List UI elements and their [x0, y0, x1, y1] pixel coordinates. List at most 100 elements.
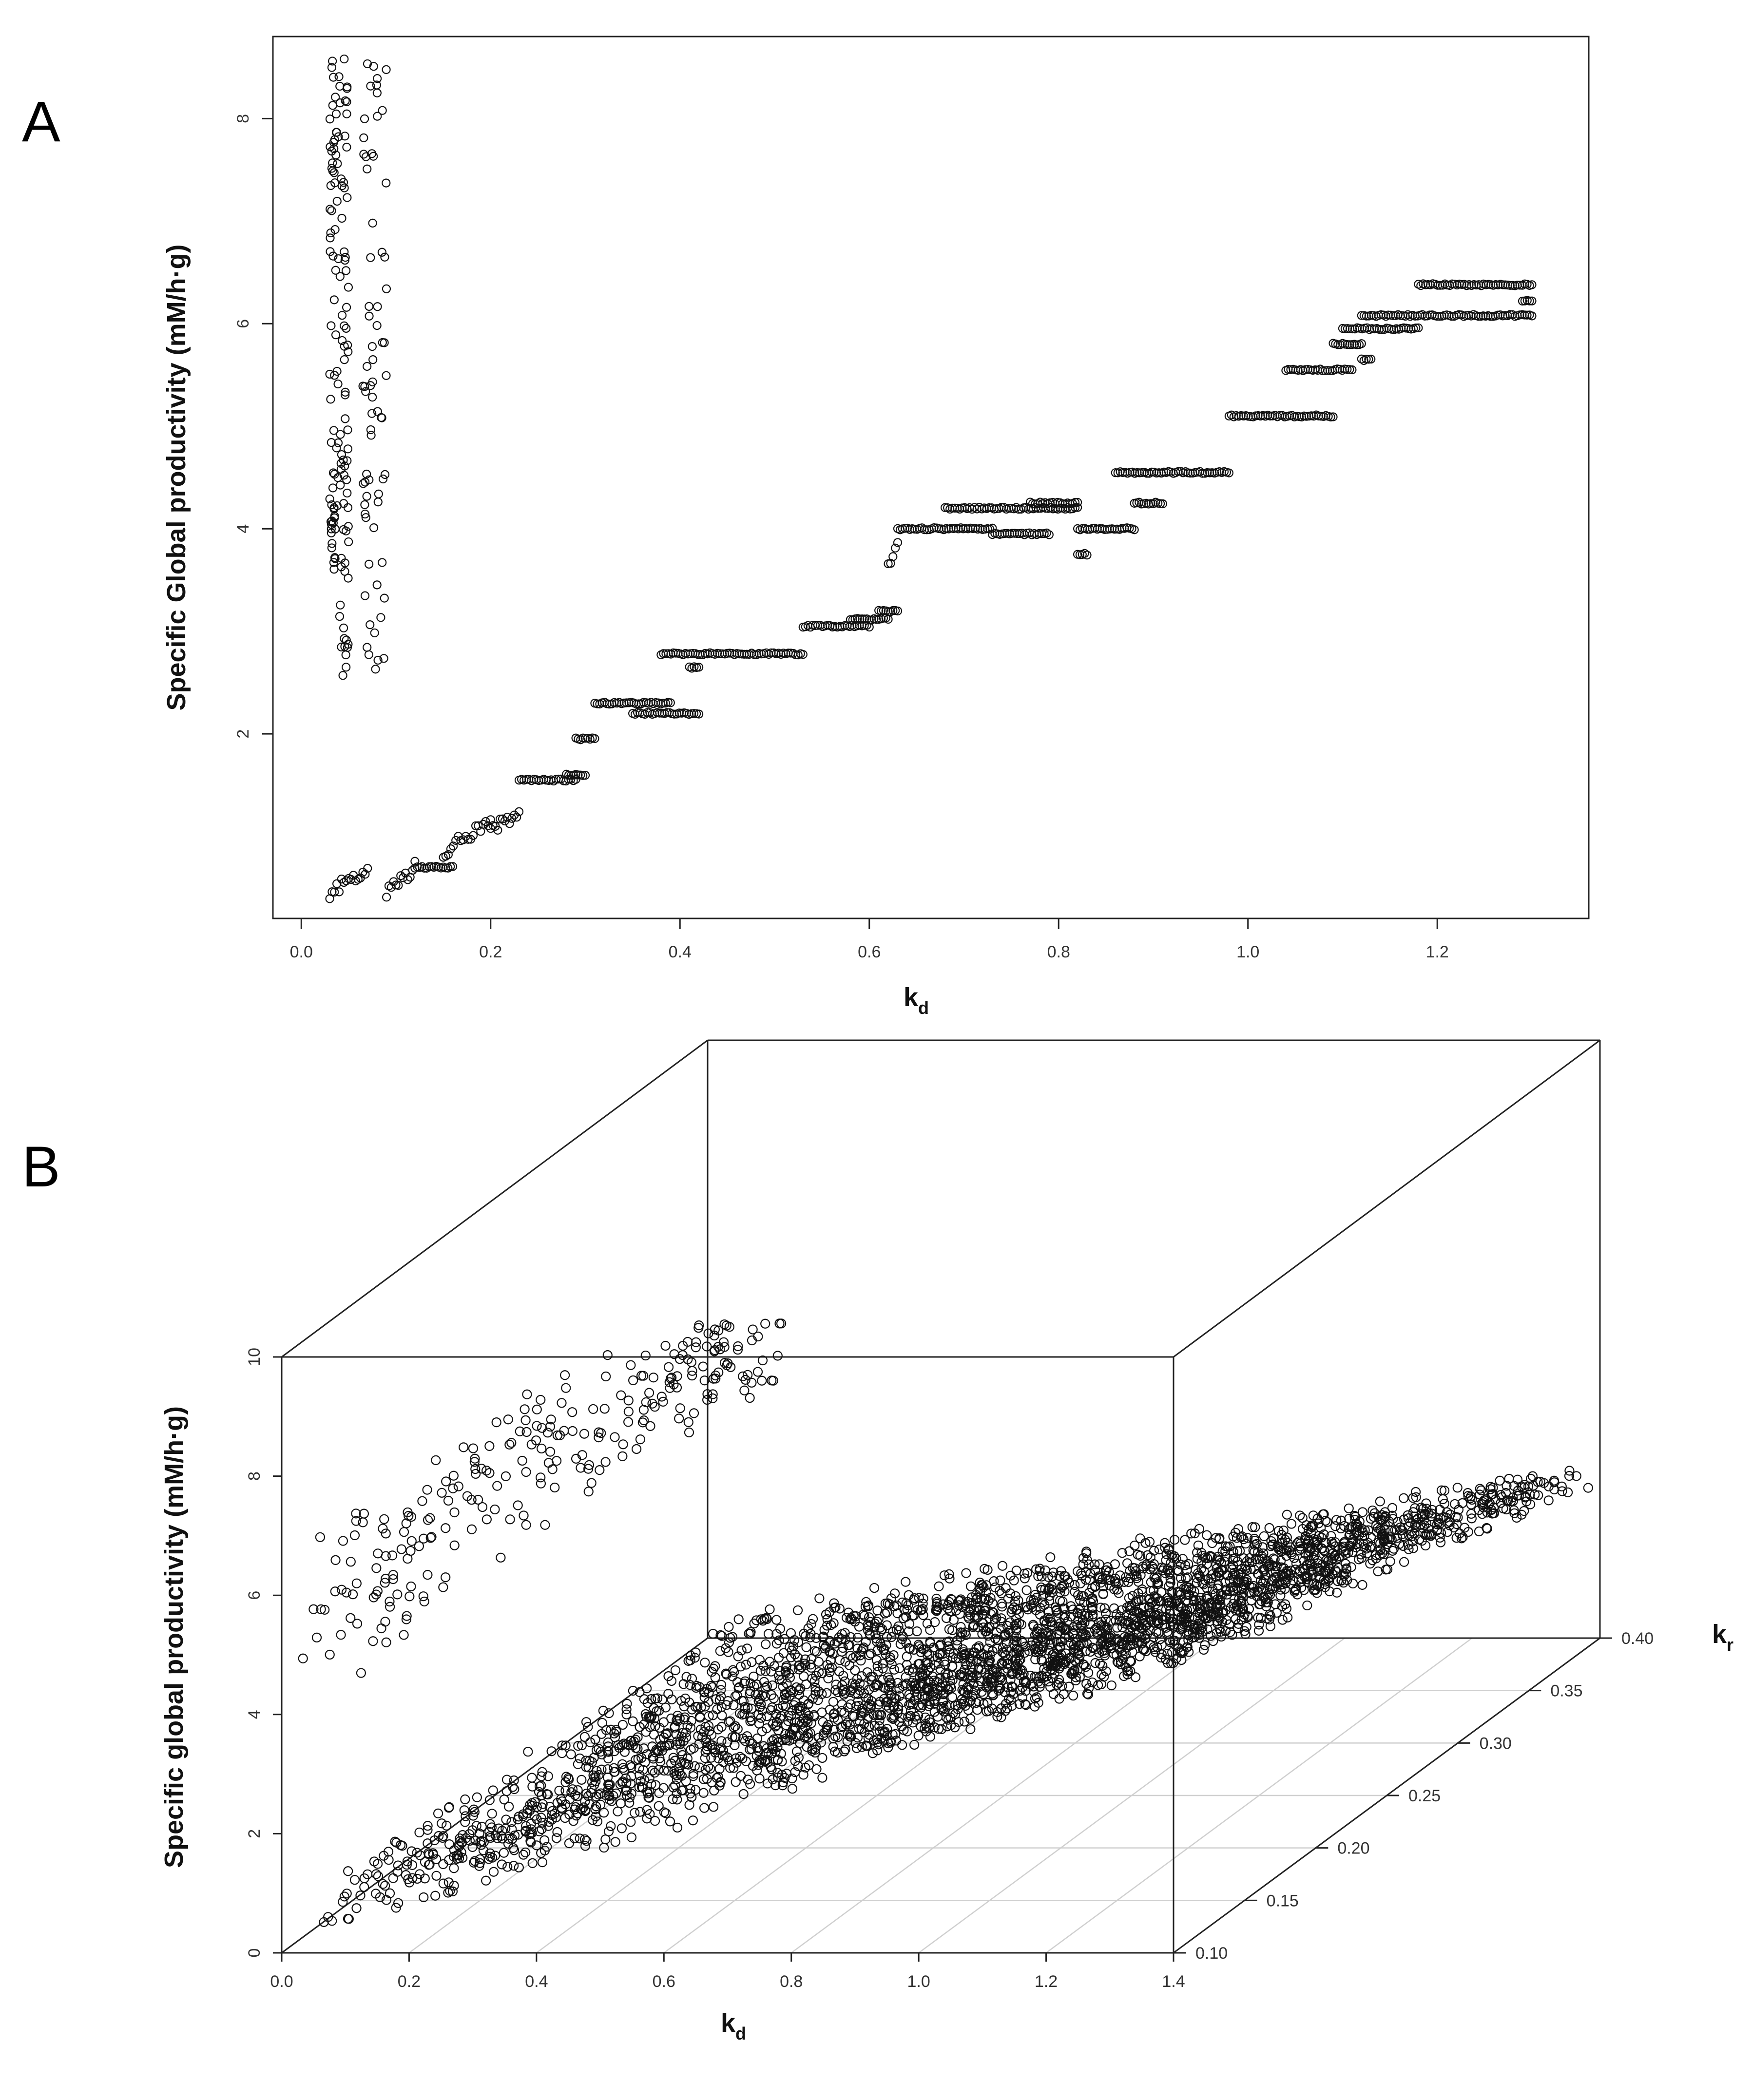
data-point — [777, 1735, 788, 1746]
z-tick-label: 0 — [245, 1948, 264, 1958]
data-point — [1030, 1701, 1040, 1712]
data-point — [1006, 1687, 1016, 1697]
data-point — [1073, 1590, 1083, 1601]
data-point — [406, 1581, 416, 1592]
kr-tick-label: 0.20 — [1337, 1839, 1369, 1858]
data-point — [1330, 1521, 1341, 1531]
data-point — [911, 1683, 921, 1694]
data-point — [967, 1592, 977, 1603]
data-point — [443, 863, 453, 873]
data-point — [864, 1699, 875, 1709]
data-point — [1256, 1596, 1267, 1606]
data-point — [656, 1392, 667, 1402]
data-point — [746, 1703, 757, 1714]
data-point — [373, 1871, 384, 1881]
data-point — [700, 1701, 710, 1712]
data-point — [632, 1444, 642, 1454]
data-point — [1007, 1604, 1018, 1615]
data-point — [821, 1642, 831, 1652]
data-point — [1387, 1546, 1398, 1556]
data-point — [574, 770, 583, 780]
data-point — [856, 1656, 866, 1666]
data-point — [1124, 1601, 1135, 1611]
z-tick-label: 6 — [245, 1591, 264, 1600]
data-point — [1070, 1580, 1080, 1590]
data-point — [327, 321, 336, 330]
data-point — [594, 1432, 604, 1443]
data-point — [1037, 1632, 1047, 1642]
data-point — [603, 1741, 613, 1752]
data-point — [1142, 1550, 1153, 1560]
data-point — [1005, 1570, 1016, 1581]
data-point — [484, 1795, 495, 1805]
data-point — [1399, 1557, 1409, 1567]
data-point — [1044, 530, 1054, 539]
data-point — [1020, 1648, 1030, 1658]
data-point — [994, 1586, 1005, 1596]
data-point — [769, 1661, 780, 1671]
data-point — [1432, 1525, 1443, 1535]
data-point — [1435, 1537, 1446, 1547]
data-point — [1463, 1527, 1473, 1537]
data-point — [342, 663, 351, 672]
data-point — [575, 1803, 586, 1814]
data-point — [1280, 1535, 1290, 1545]
data-point — [685, 1784, 695, 1794]
data-point — [621, 1790, 632, 1800]
data-point — [577, 1450, 587, 1460]
data-point — [996, 1617, 1006, 1627]
data-point — [810, 1682, 821, 1693]
data-point — [747, 1657, 757, 1667]
data-point — [1305, 1546, 1315, 1557]
data-point — [1097, 1574, 1108, 1585]
data-point — [888, 606, 898, 615]
data-point — [335, 612, 345, 621]
data-point — [1098, 1589, 1108, 1600]
data-point — [410, 857, 420, 866]
data-point — [901, 1577, 911, 1587]
data-point — [599, 1404, 610, 1414]
data-point — [388, 1873, 398, 1883]
data-point — [695, 1713, 705, 1723]
data-point — [1035, 1681, 1045, 1692]
data-point — [1081, 1548, 1092, 1559]
data-point — [1373, 1566, 1383, 1577]
data-point — [1180, 1560, 1191, 1570]
data-point — [603, 1826, 614, 1836]
data-point — [554, 1785, 564, 1796]
data-point — [934, 1581, 944, 1591]
data-point — [902, 1604, 912, 1615]
data-point — [1365, 1559, 1375, 1569]
data-point — [763, 1629, 774, 1639]
data-point — [327, 539, 337, 548]
data-point — [654, 1788, 664, 1798]
data-point — [1527, 296, 1537, 305]
data-point — [1228, 1585, 1238, 1595]
data-point — [708, 1389, 718, 1399]
data-point — [371, 665, 380, 674]
data-point — [532, 1421, 542, 1431]
data-point — [756, 1699, 766, 1710]
data-point — [1259, 1566, 1270, 1576]
data-point — [1304, 1535, 1314, 1545]
data-point — [298, 1653, 308, 1663]
data-point — [987, 1703, 997, 1714]
data-point — [833, 1732, 843, 1742]
data-point — [1006, 1695, 1016, 1705]
data-point — [448, 1470, 459, 1481]
data-point — [349, 1530, 360, 1541]
data-point — [1079, 1660, 1089, 1670]
data-point — [1147, 1598, 1157, 1608]
data-point — [756, 1713, 766, 1723]
data-point — [660, 1741, 670, 1752]
data-point — [1032, 1633, 1042, 1643]
data-point — [1287, 1549, 1297, 1560]
data-point — [995, 1683, 1005, 1694]
data-point — [335, 81, 345, 91]
data-point — [490, 1504, 500, 1515]
data-point — [842, 1736, 852, 1746]
data-point — [520, 1827, 531, 1837]
data-point — [559, 1426, 569, 1436]
data-point — [946, 1595, 957, 1605]
data-point — [1198, 1611, 1209, 1622]
